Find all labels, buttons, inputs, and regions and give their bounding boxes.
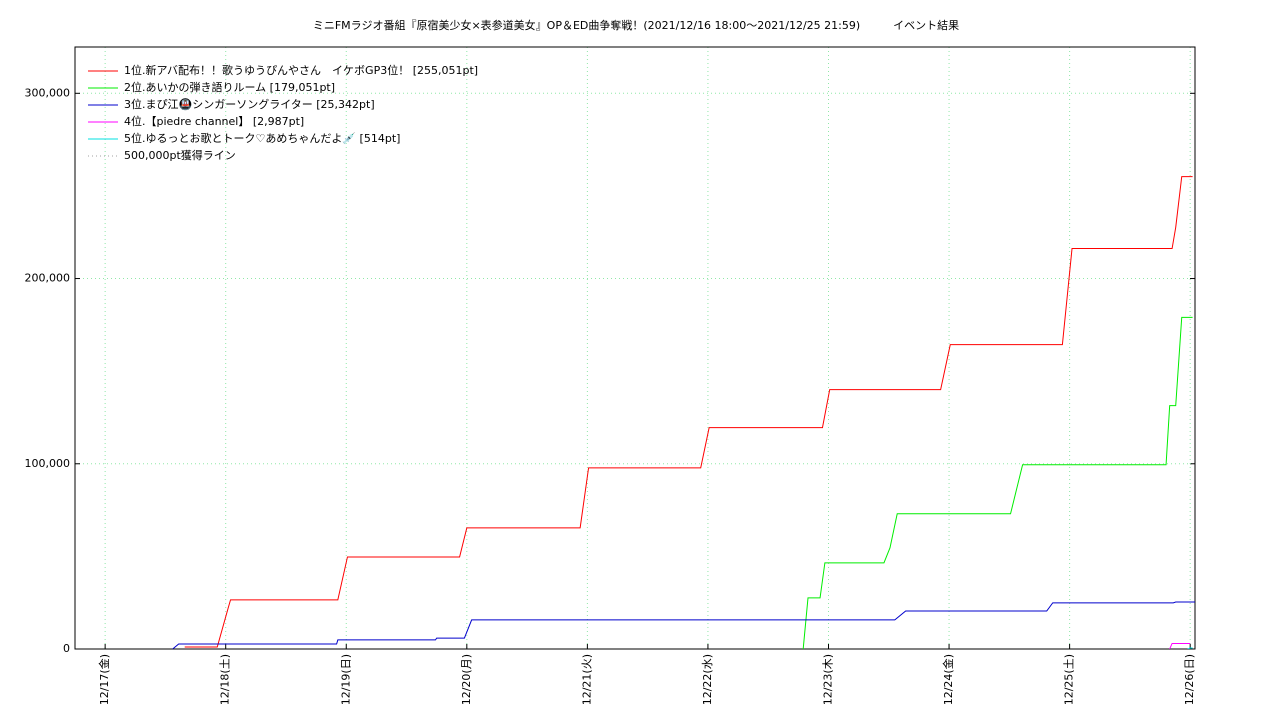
- legend-label: 500,000pt獲得ライン: [124, 149, 236, 162]
- x-tick-label: 12/23(木): [821, 654, 834, 705]
- x-tick-label: 12/26(日): [1183, 654, 1196, 705]
- x-tick-label: 12/25(土): [1063, 654, 1076, 705]
- y-tick-label: 0: [63, 642, 70, 655]
- series-line: [184, 176, 1193, 648]
- chart-title: ミニFMラジオ番組『原宿美少女×表参道美女』OP＆ED曲争奪戦！(2021/12…: [313, 18, 959, 32]
- plot-area: [172, 176, 1195, 649]
- x-tick-label: 12/17(金): [97, 654, 111, 705]
- x-tick-label: 12/19(日): [339, 654, 352, 705]
- x-tick-label: 12/20(月): [460, 654, 473, 705]
- y-tick-label: 100,000: [25, 457, 71, 470]
- series-line: [1187, 647, 1193, 649]
- legend-label: 4位.【piedre channel】 [2,987pt]: [124, 114, 304, 128]
- y-tick-label: 200,000: [25, 272, 71, 285]
- y-tick-label: 300,000: [25, 86, 71, 99]
- series-line: [802, 316, 1193, 649]
- x-tick-label: 12/18(土): [219, 654, 232, 705]
- legend-label: 3位.まぴ江🚇シンガーソングライター [25,342pt]: [124, 97, 375, 111]
- plot-frame: [74, 46, 1196, 650]
- x-tick-label: 12/24(金): [941, 654, 955, 705]
- series-line: [1169, 642, 1191, 649]
- series-line: [172, 601, 1195, 649]
- x-tick-label: 12/21(火): [580, 654, 593, 705]
- x-tick-label: 12/22(水): [701, 654, 714, 705]
- legend-label: 1位.新アバ配布！！歌うゆうぴんやさん イケボGP3位！ [255,051pt]: [124, 63, 478, 77]
- legend-label: 5位.ゆるっとお歌とトーク♡あめちゃんだよ💉 [514pt]: [124, 131, 400, 145]
- legend-label: 2位.あいかの弾き語りルーム [179,051pt]: [124, 80, 335, 94]
